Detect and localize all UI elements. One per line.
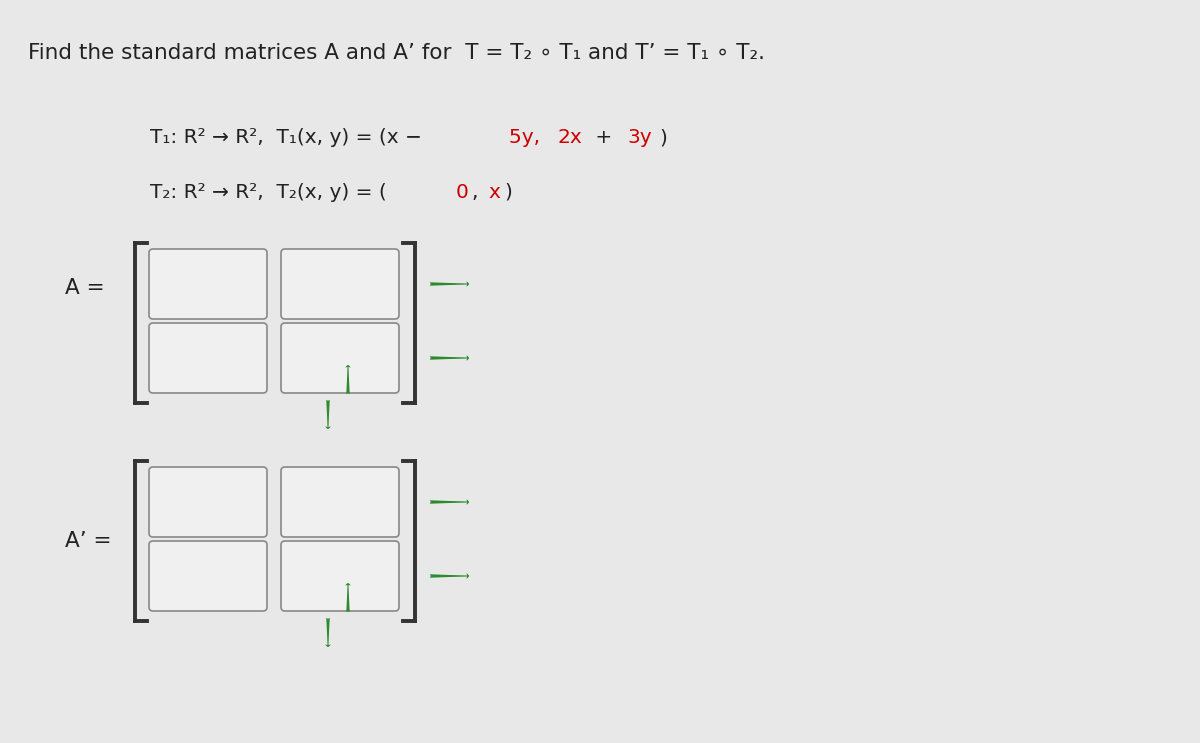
- Text: ): ): [659, 128, 667, 147]
- Text: T₁: R² → R²,  T₁(x, y) = (x −: T₁: R² → R², T₁(x, y) = (x −: [150, 128, 428, 147]
- Text: 0: 0: [456, 183, 468, 202]
- FancyBboxPatch shape: [281, 323, 398, 393]
- FancyBboxPatch shape: [149, 249, 266, 319]
- FancyBboxPatch shape: [149, 323, 266, 393]
- Text: 3y: 3y: [628, 128, 653, 147]
- Text: A =: A =: [65, 278, 104, 298]
- FancyBboxPatch shape: [149, 541, 266, 611]
- Text: +: +: [589, 128, 619, 147]
- Text: Find the standard matrices A and A’ for  T = T₂ ∘ T₁ and T’ = T₁ ∘ T₂.: Find the standard matrices A and A’ for …: [28, 43, 766, 63]
- Text: 2x: 2x: [558, 128, 582, 147]
- Text: 5y,: 5y,: [509, 128, 546, 147]
- FancyBboxPatch shape: [281, 467, 398, 537]
- FancyBboxPatch shape: [281, 541, 398, 611]
- Text: T₂: R² → R²,  T₂(x, y) = (: T₂: R² → R², T₂(x, y) = (: [150, 183, 386, 202]
- Text: x: x: [488, 183, 500, 202]
- Text: A’ =: A’ =: [65, 531, 112, 551]
- Text: ,: ,: [472, 183, 485, 202]
- FancyBboxPatch shape: [149, 467, 266, 537]
- FancyBboxPatch shape: [281, 249, 398, 319]
- Text: ): ): [504, 183, 512, 202]
